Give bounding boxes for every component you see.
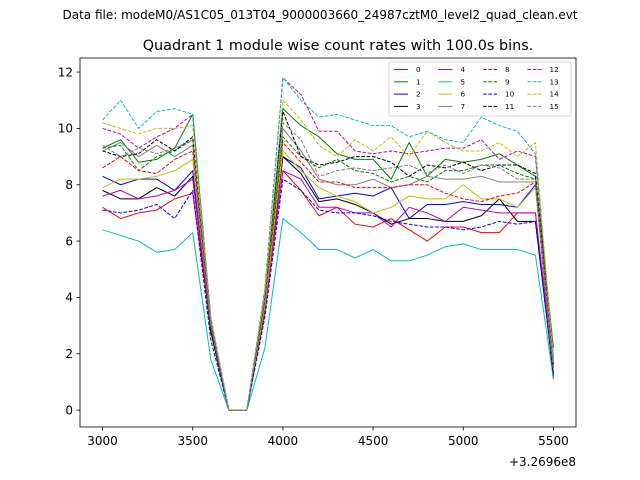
y-tick-label: 8	[65, 178, 73, 192]
series-line-0	[102, 170, 554, 411]
y-axis-ticks: 0 2 4 6 8 10 12	[58, 65, 80, 417]
series-line-5	[102, 218, 554, 411]
legend-label-7: 7	[461, 102, 466, 111]
series-line-3	[102, 156, 554, 411]
series-line-12	[102, 77, 554, 411]
y-tick-label: 12	[58, 65, 73, 79]
x-axis-offset-label: +3.2696e8	[509, 455, 576, 469]
x-tick-label: 3500	[177, 434, 208, 448]
series-line-11	[102, 111, 554, 411]
chart-title: Quadrant 1 module wise count rates with …	[143, 38, 534, 54]
x-tick-label: 4500	[358, 434, 389, 448]
legend-label-12: 12	[550, 65, 559, 74]
legend-label-13: 13	[550, 77, 559, 86]
legend-label-15: 15	[550, 102, 559, 111]
legend-label-9: 9	[505, 77, 510, 86]
series-line-15	[102, 122, 554, 411]
y-tick-label: 10	[58, 122, 73, 136]
series-line-2	[102, 156, 554, 411]
series-line-10	[102, 178, 554, 411]
legend-label-6: 6	[461, 90, 466, 99]
legend-frame	[388, 61, 572, 117]
legend-label-0: 0	[416, 65, 421, 74]
series-line-8	[102, 142, 554, 411]
series-line-13	[102, 77, 554, 411]
x-tick-label: 5500	[538, 434, 569, 448]
series-line-7	[102, 127, 554, 411]
y-tick-label: 4	[65, 291, 73, 305]
x-tick-label: 3000	[87, 434, 118, 448]
x-tick-label: 5000	[448, 434, 479, 448]
series-line-4	[102, 170, 554, 411]
legend-label-14: 14	[550, 90, 560, 99]
x-tick-label: 4000	[268, 434, 299, 448]
axes-frame	[79, 57, 577, 428]
legend-label-1: 1	[416, 77, 421, 86]
y-tick-label: 6	[65, 234, 73, 248]
y-tick-label: 2	[65, 347, 73, 361]
legend-label-5: 5	[461, 77, 466, 86]
series-line-1	[102, 108, 554, 411]
data-file-suptitle: Data file: modeM0/AS1C05_013T04_90000036…	[62, 8, 578, 22]
legend-label-10: 10	[505, 90, 515, 99]
series-line-6	[102, 150, 554, 411]
legend-label-4: 4	[461, 65, 466, 74]
x-axis-ticks: 3000 3500 4000 4500 5000 5500	[87, 427, 569, 448]
y-tick-label: 0	[65, 403, 73, 417]
series-line-14	[102, 99, 554, 411]
legend-label-11: 11	[505, 102, 514, 111]
legend-label-3: 3	[416, 102, 421, 111]
legend-label-8: 8	[505, 65, 510, 74]
legend-label-2: 2	[416, 90, 421, 99]
plot-lines	[102, 77, 554, 411]
